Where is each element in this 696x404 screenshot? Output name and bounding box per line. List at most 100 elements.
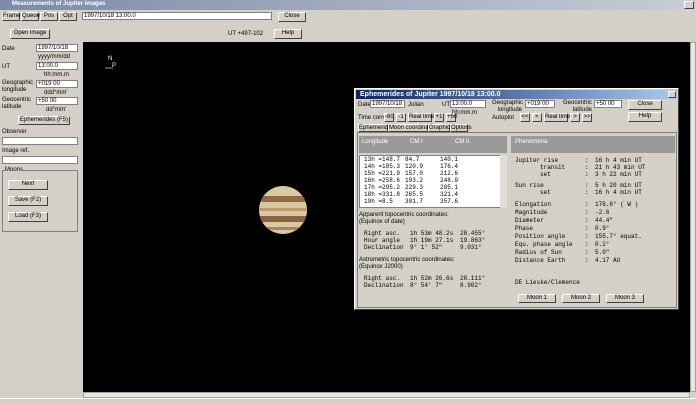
ut[interactable]: 13:00.0 bbox=[36, 62, 78, 70]
rows: 9.031° bbox=[460, 245, 482, 252]
cm-scrollbar bbox=[500, 155, 507, 208]
v-scrollbar bbox=[690, 42, 696, 392]
p-label: P bbox=[112, 63, 116, 70]
autoplot-buttons[interactable]: < bbox=[532, 113, 542, 122]
latitude[interactable]: +50 00 bbox=[594, 100, 622, 108]
autoplot-buttons[interactable]: >> bbox=[582, 113, 592, 122]
headers: CM I bbox=[410, 139, 423, 146]
headers: Longitude bbox=[362, 139, 388, 146]
subheading: (Equinox J2000) bbox=[359, 264, 403, 271]
events: 3 h 22 min UT bbox=[595, 172, 642, 179]
rows: 8.5 bbox=[382, 199, 393, 206]
menu[interactable]: Pos bbox=[40, 12, 58, 21]
events: : bbox=[585, 172, 589, 179]
north: N bbox=[108, 56, 112, 63]
toolbar-field[interactable]: 1997/10/18 13:00.0 bbox=[82, 12, 272, 20]
open-image[interactable]: Open image bbox=[10, 29, 50, 39]
next-button[interactable]: Next bbox=[8, 180, 48, 190]
headers: CM II bbox=[455, 139, 469, 146]
rows: 8.902° bbox=[460, 283, 482, 290]
date[interactable]: 1997/10/18 bbox=[36, 44, 78, 52]
physical: : bbox=[585, 234, 589, 241]
image-ref-field[interactable] bbox=[2, 156, 78, 164]
menu[interactable]: Frame bbox=[2, 12, 20, 21]
longitude-label: Geographic longitude bbox=[2, 80, 34, 93]
rows: Declination bbox=[364, 283, 404, 290]
rows: 357.6 bbox=[440, 199, 458, 206]
longitude-label: Geographic longitude bbox=[492, 100, 522, 113]
close[interactable]: Close bbox=[628, 100, 662, 110]
date-label: Date bbox=[358, 102, 371, 109]
right-header: Phenomena bbox=[515, 139, 547, 146]
ephemerides-button[interactable]: Ephemerides (F5) bbox=[18, 116, 70, 125]
status-text: UT +497-102 bbox=[228, 31, 263, 38]
physical: Distance Earth bbox=[515, 258, 565, 265]
longitude[interactable]: +019 00 bbox=[525, 100, 555, 108]
observer-field[interactable] bbox=[2, 137, 78, 145]
moon-buttons[interactable]: Moon 2 bbox=[562, 294, 600, 303]
events: 16 h 4 min UT bbox=[595, 190, 642, 197]
moon-buttons[interactable]: Moon 1 bbox=[518, 294, 556, 303]
tabs[interactable]: Moon coordinates bbox=[388, 124, 428, 132]
physical: 155.7° equat. bbox=[595, 234, 642, 241]
physical: Radius of Sun bbox=[515, 250, 562, 257]
latitude[interactable]: +50 00 bbox=[36, 97, 78, 105]
tabs[interactable]: Graphics bbox=[428, 124, 450, 132]
menu[interactable]: Queue bbox=[21, 12, 39, 21]
load-button[interactable]: Load (F3) bbox=[8, 212, 48, 222]
date[interactable]: 1997/10/18 bbox=[370, 100, 405, 108]
physical: : bbox=[585, 210, 589, 217]
time-buttons[interactable]: +1 bbox=[434, 113, 444, 122]
time-buttons[interactable]: -1 bbox=[396, 113, 406, 122]
physical: 44.4" bbox=[595, 218, 613, 225]
save-button[interactable]: Save (F2) bbox=[8, 196, 48, 206]
ut-label: UT bbox=[2, 64, 10, 71]
time-buttons[interactable]: +60 bbox=[446, 113, 456, 122]
close[interactable]: Close bbox=[278, 12, 306, 22]
title: Measurements of Jupiter images bbox=[12, 1, 105, 8]
rows: 19h = bbox=[364, 199, 382, 206]
dialog-close-icon[interactable] bbox=[668, 91, 676, 98]
autoplot-buttons[interactable]: << bbox=[520, 113, 530, 122]
source: DE Lieske/Clemence bbox=[515, 280, 580, 287]
longitude[interactable]: +019 00 bbox=[36, 80, 78, 88]
image-ref-label: Image ref. bbox=[2, 148, 29, 155]
physical: Elongation bbox=[515, 202, 551, 209]
physical: : bbox=[585, 258, 589, 265]
autoplot-buttons[interactable]: > bbox=[570, 113, 580, 122]
heading: Astrometric topocentric coordinates: bbox=[359, 257, 455, 264]
autoplot-buttons[interactable]: Real time bbox=[544, 113, 568, 122]
time-buttons[interactable]: -60 bbox=[384, 113, 394, 122]
ut-format: hh:mm.m bbox=[44, 72, 69, 79]
physical: : bbox=[585, 242, 589, 249]
physical: : bbox=[585, 250, 589, 257]
rows: 9° 1' 52" bbox=[410, 245, 442, 252]
ut[interactable]: 13:00.0 bbox=[450, 100, 486, 108]
rows: Declination bbox=[364, 245, 404, 252]
physical: : bbox=[585, 218, 589, 225]
help[interactable]: Help bbox=[274, 29, 302, 39]
tabs[interactable]: Ephemerides bbox=[358, 124, 388, 132]
julian-label: Julian bbox=[408, 102, 424, 109]
physical: 4.17 AU bbox=[595, 258, 620, 265]
moon-buttons[interactable]: Moon 3 bbox=[606, 294, 644, 303]
latitude-format: dd°mm' bbox=[46, 107, 66, 114]
physical: 176.6° ( W ) bbox=[595, 202, 638, 209]
physical: 0.2° bbox=[595, 242, 609, 249]
menu[interactable]: Opt bbox=[59, 12, 77, 21]
physical: : bbox=[585, 226, 589, 233]
events: set bbox=[540, 172, 551, 179]
help[interactable]: Help bbox=[628, 112, 662, 122]
physical: : bbox=[585, 202, 589, 209]
subheading: (Equinox of date) bbox=[359, 219, 405, 226]
observer-label: Observer bbox=[2, 129, 27, 136]
tabs[interactable]: Options bbox=[450, 124, 468, 132]
rows: 8° 54' 7" bbox=[410, 283, 442, 290]
physical: Diameter bbox=[515, 218, 544, 225]
physical: Magnitude bbox=[515, 210, 547, 217]
physical: -2.6 bbox=[595, 210, 609, 217]
time-buttons[interactable]: Real time bbox=[408, 113, 432, 122]
status-bar bbox=[0, 398, 696, 404]
events: : bbox=[585, 190, 589, 197]
physical: Equ. phase angle bbox=[515, 242, 573, 249]
